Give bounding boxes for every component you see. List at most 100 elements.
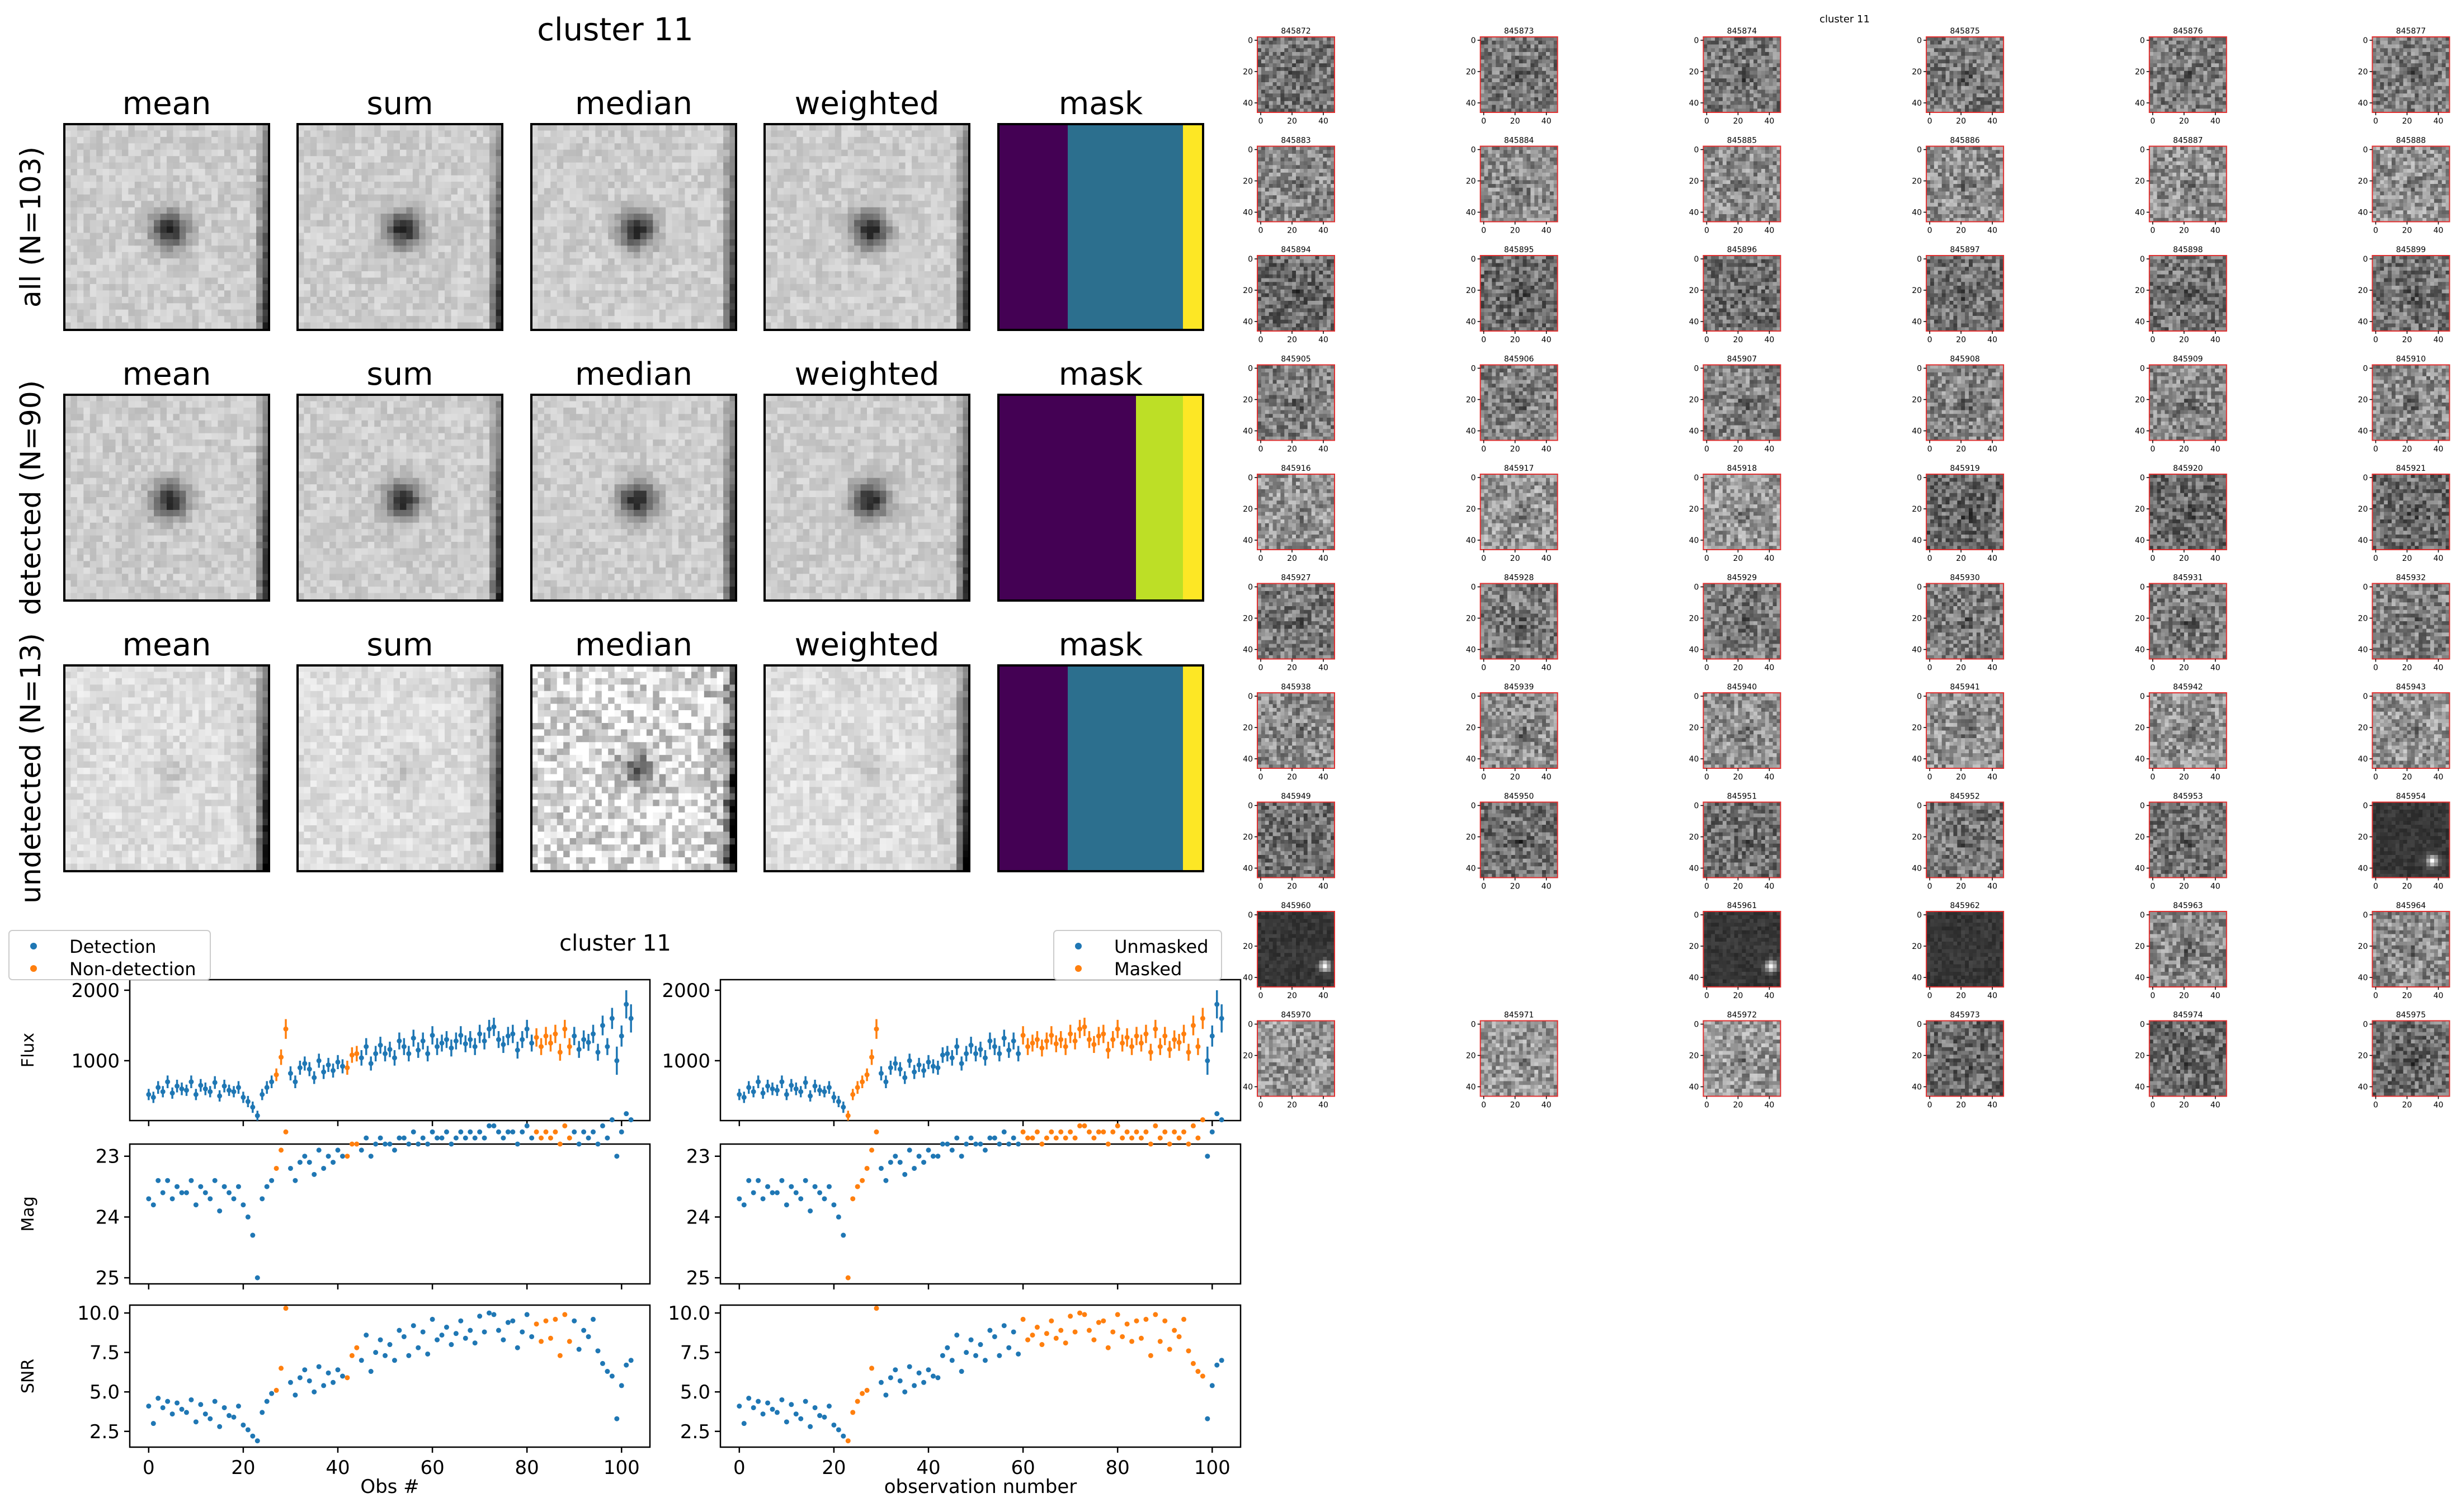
cutout-id: 845917 <box>1504 464 1534 473</box>
y-tick-label: 0 <box>1471 583 1476 592</box>
data-point <box>1120 1136 1125 1141</box>
data-point <box>1219 1016 1224 1021</box>
data-point <box>558 1050 563 1055</box>
data-point <box>1110 1130 1115 1135</box>
data-point <box>562 1312 567 1317</box>
x-tick-label: 0 <box>2373 882 2378 891</box>
data-point <box>1195 1136 1200 1141</box>
data-point <box>1143 1130 1148 1135</box>
y-tick-label: 20 <box>1243 177 1253 186</box>
data-point <box>808 1424 813 1429</box>
data-point <box>293 1079 298 1084</box>
y-tick-label: 40 <box>2358 1083 2368 1092</box>
data-point <box>1063 1136 1068 1141</box>
y-tick-label: 20 <box>1912 615 1922 623</box>
data-point <box>217 1208 222 1213</box>
data-point <box>577 1047 582 1052</box>
y-tick-label: 0 <box>1248 474 1253 483</box>
y-tick-label: 40 <box>2358 755 2368 764</box>
data-point <box>596 1348 601 1353</box>
x-tick-label: 0 <box>1481 336 1486 344</box>
data-point <box>1091 1042 1096 1047</box>
x-tick-label: 20 <box>2402 1101 2412 1110</box>
cutout-id: 845932 <box>2396 574 2426 583</box>
data-point <box>492 1024 497 1029</box>
data-point <box>473 1136 478 1141</box>
data-point <box>1039 1046 1044 1051</box>
data-point <box>751 1190 756 1195</box>
x-tick-label: 0 <box>2373 445 2378 454</box>
y-tick-label: 20 <box>1689 833 1699 842</box>
data-point <box>610 1117 615 1122</box>
mask-image <box>998 395 1203 601</box>
y-tick-label: 20 <box>1689 615 1699 623</box>
data-point <box>983 1358 988 1363</box>
cutout-id: 845950 <box>1504 792 1534 801</box>
data-point <box>307 1378 312 1383</box>
x-tick-label: 0 <box>1927 882 1932 891</box>
data-point <box>1181 1032 1186 1037</box>
data-point <box>581 1037 586 1042</box>
y-tick-label: 0 <box>2363 583 2368 592</box>
data-point <box>241 1202 246 1207</box>
y-tick-label: 40 <box>1243 755 1253 764</box>
cutout-id: 845973 <box>1950 1011 1979 1020</box>
data-point <box>869 1147 874 1152</box>
data-point <box>600 1361 605 1366</box>
data-point <box>236 1085 241 1090</box>
data-point <box>893 1061 898 1066</box>
data-point <box>1172 1037 1177 1042</box>
y-tick-label: 0 <box>1694 692 1699 701</box>
data-point <box>260 1410 265 1415</box>
y-tick-label: 40 <box>1243 427 1253 436</box>
cutout-id: 845951 <box>1727 792 1757 801</box>
y-tick-label: 0 <box>1917 692 1922 701</box>
data-point <box>416 1345 421 1350</box>
data-point <box>1181 1130 1186 1135</box>
data-point <box>746 1085 751 1090</box>
data-point <box>1016 1352 1021 1357</box>
plot-frame <box>720 1305 1241 1447</box>
data-point <box>940 1142 945 1147</box>
data-point <box>765 1084 770 1089</box>
cutout-id: 845974 <box>2173 1011 2203 1020</box>
data-point <box>813 1084 818 1089</box>
x-tick-label: 20 <box>1287 773 1297 782</box>
cutout-id: 845887 <box>2173 136 2203 145</box>
data-point <box>298 1160 303 1165</box>
y-tick-label: 0 <box>1694 1020 1699 1029</box>
data-point <box>1186 1348 1191 1353</box>
light-curve-panel: cluster 11 10002000Flux232425Mag2.55.07.… <box>9 930 1241 1498</box>
data-point <box>146 1092 151 1097</box>
x-tick-label: 0 <box>2150 1101 2155 1110</box>
data-point <box>236 1184 241 1189</box>
y-tick-label: 0 <box>2140 365 2145 374</box>
x-tick-label: 40 <box>2210 1101 2220 1110</box>
x-tick-label: 40 <box>2434 445 2444 454</box>
data-point <box>482 1038 487 1043</box>
x-tick-label: 40 <box>1318 773 1328 782</box>
data-point <box>198 1402 203 1407</box>
x-tick-label: 0 <box>2150 336 2155 344</box>
data-point <box>959 1369 964 1374</box>
cutout-id: 845954 <box>2396 792 2426 801</box>
data-point <box>217 1424 222 1429</box>
x-tick-label: 0 <box>1258 882 1263 891</box>
x-tick-label: 40 <box>2434 117 2444 126</box>
data-point <box>180 1190 185 1195</box>
data-point <box>1120 1334 1125 1339</box>
x-tick-label: 0 <box>1258 117 1263 126</box>
data-point <box>761 1411 766 1416</box>
data-point <box>194 1419 199 1424</box>
data-point <box>354 1142 359 1147</box>
data-point <box>340 1154 345 1159</box>
data-point <box>1006 1345 1011 1350</box>
data-point <box>1002 1036 1007 1041</box>
y-tick-label: 40 <box>2135 864 2145 873</box>
x-tick-label: 0 <box>1481 664 1486 673</box>
data-point <box>411 1323 416 1328</box>
